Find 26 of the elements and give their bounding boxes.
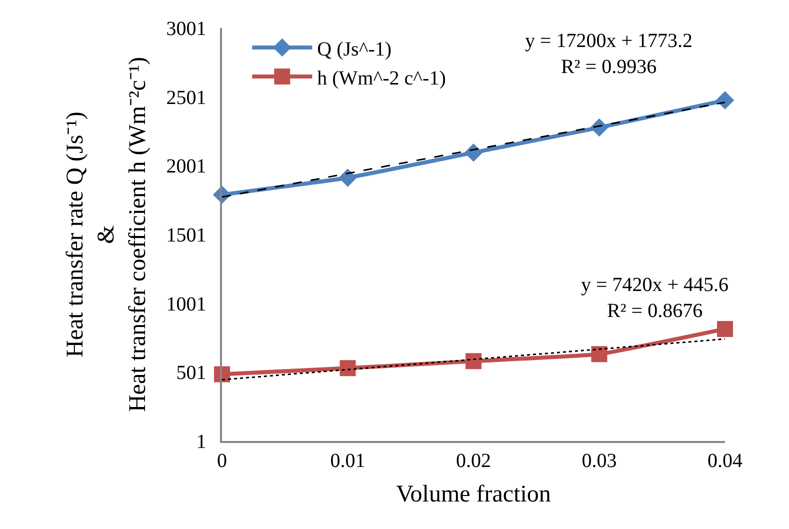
x-axis-title: Volume fraction bbox=[396, 482, 551, 508]
y-tick-label: 2501 bbox=[166, 86, 206, 109]
point bbox=[716, 91, 734, 110]
y-tick-label: 501 bbox=[176, 362, 206, 384]
y-tick-label: 1001 bbox=[166, 293, 206, 316]
annotation: y = 7420x + 445.6 R² = 0.8676 bbox=[581, 274, 729, 322]
x-tick-label: 0.02 bbox=[456, 450, 491, 472]
point bbox=[338, 168, 357, 187]
legend-label: h (Wm^-2 c^-1) bbox=[317, 67, 446, 90]
point bbox=[340, 360, 356, 376]
point bbox=[590, 118, 608, 137]
y-tick-label: 1501 bbox=[166, 224, 206, 246]
annotation: y = 17200x + 1773.2 R² = 0.9936 bbox=[525, 30, 693, 78]
x-tick-label: 0.03 bbox=[582, 450, 617, 472]
y-tick-label: 2001 bbox=[166, 156, 206, 178]
x-tick-label: 0 bbox=[217, 450, 227, 472]
y-axis-title: Heat transfer rate Q (Js⁻¹) & Heat transfer coefficient h (Wm⁻²c⁻¹) bbox=[62, 56, 151, 412]
y-tick-label: 1 bbox=[196, 431, 206, 453]
point bbox=[717, 320, 733, 337]
x-tick-label: 0.04 bbox=[708, 450, 742, 472]
legend-label: Q (Js^-1) bbox=[317, 38, 392, 60]
point bbox=[591, 346, 608, 362]
y-tick-label: 3001 bbox=[166, 18, 206, 40]
point bbox=[464, 143, 483, 162]
point bbox=[466, 353, 482, 370]
x-tick-label: 0.01 bbox=[330, 450, 366, 472]
